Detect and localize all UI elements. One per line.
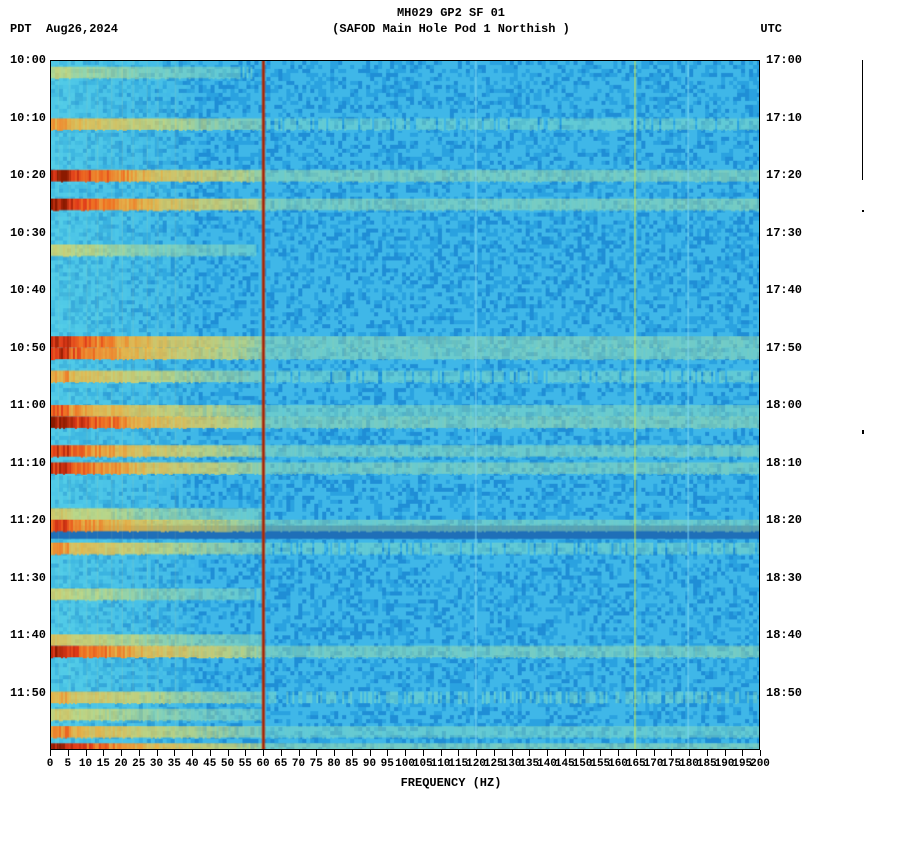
x-tick-label: 0 <box>47 758 54 770</box>
y-right-tick-label: 17:50 <box>760 342 820 354</box>
y-left-tick-label: 10:30 <box>0 227 50 239</box>
y-left-tick-label: 10:00 <box>0 54 50 66</box>
x-tick-label: 80 <box>327 758 340 770</box>
y-left-tick-label: 11:10 <box>0 457 50 469</box>
x-tick-label: 95 <box>381 758 394 770</box>
y-left-tick-label: 11:30 <box>0 572 50 584</box>
x-tick-label: 40 <box>185 758 198 770</box>
side-reference-marks <box>862 60 872 750</box>
y-left-tick-label: 10:40 <box>0 284 50 296</box>
y-right-tick-label: 17:20 <box>760 169 820 181</box>
x-tick-label: 200 <box>750 758 770 770</box>
y-left-tick-label: 10:20 <box>0 169 50 181</box>
y-left-tick-label: 11:20 <box>0 514 50 526</box>
x-tick-label: 35 <box>168 758 181 770</box>
spectrogram-canvas <box>51 61 759 749</box>
x-tick-label: 85 <box>345 758 358 770</box>
tz-left-label: PDT <box>10 22 32 36</box>
y-right-tick-label: 18:40 <box>760 629 820 641</box>
y-axis-right: 17:0017:1017:2017:3017:4017:5018:0018:10… <box>760 60 820 750</box>
y-right-tick-label: 18:20 <box>760 514 820 526</box>
chart-title: MH029 GP2 SF 01 <box>397 6 505 20</box>
y-right-tick-label: 17:10 <box>760 112 820 124</box>
y-left-tick-label: 10:10 <box>0 112 50 124</box>
x-tick-label: 75 <box>310 758 323 770</box>
y-right-tick-label: 18:10 <box>760 457 820 469</box>
y-left-tick-label: 11:00 <box>0 399 50 411</box>
y-right-tick-label: 17:30 <box>760 227 820 239</box>
x-tick-label: 90 <box>363 758 376 770</box>
x-tick-label: 70 <box>292 758 305 770</box>
x-tick-label: 5 <box>64 758 71 770</box>
x-axis-label: FREQUENCY (HZ) <box>401 776 502 790</box>
x-tick-label: 45 <box>203 758 216 770</box>
x-tick-label: 20 <box>114 758 127 770</box>
x-tick-label: 25 <box>132 758 145 770</box>
date-label: Aug26,2024 <box>46 22 118 36</box>
y-right-tick-label: 17:00 <box>760 54 820 66</box>
y-axis-left: 10:0010:1010:2010:3010:4010:5011:0011:10… <box>0 60 50 750</box>
x-tick-label: 50 <box>221 758 234 770</box>
y-right-tick-label: 18:30 <box>760 572 820 584</box>
x-tick-label: 30 <box>150 758 163 770</box>
y-right-tick-label: 17:40 <box>760 284 820 296</box>
y-left-tick-label: 11:50 <box>0 687 50 699</box>
x-tick-label: 55 <box>239 758 252 770</box>
x-tick-label: 65 <box>274 758 287 770</box>
y-left-tick-label: 11:40 <box>0 629 50 641</box>
y-right-tick-label: 18:00 <box>760 399 820 411</box>
tz-right-label: UTC <box>760 22 782 36</box>
y-left-tick-label: 10:50 <box>0 342 50 354</box>
y-right-tick-label: 18:50 <box>760 687 820 699</box>
x-tick-label: 15 <box>97 758 110 770</box>
spectrogram-plot <box>50 60 760 750</box>
x-tick-label: 10 <box>79 758 92 770</box>
chart-subtitle: (SAFOD Main Hole Pod 1 Northish ) <box>332 22 570 36</box>
x-tick-label: 60 <box>256 758 269 770</box>
